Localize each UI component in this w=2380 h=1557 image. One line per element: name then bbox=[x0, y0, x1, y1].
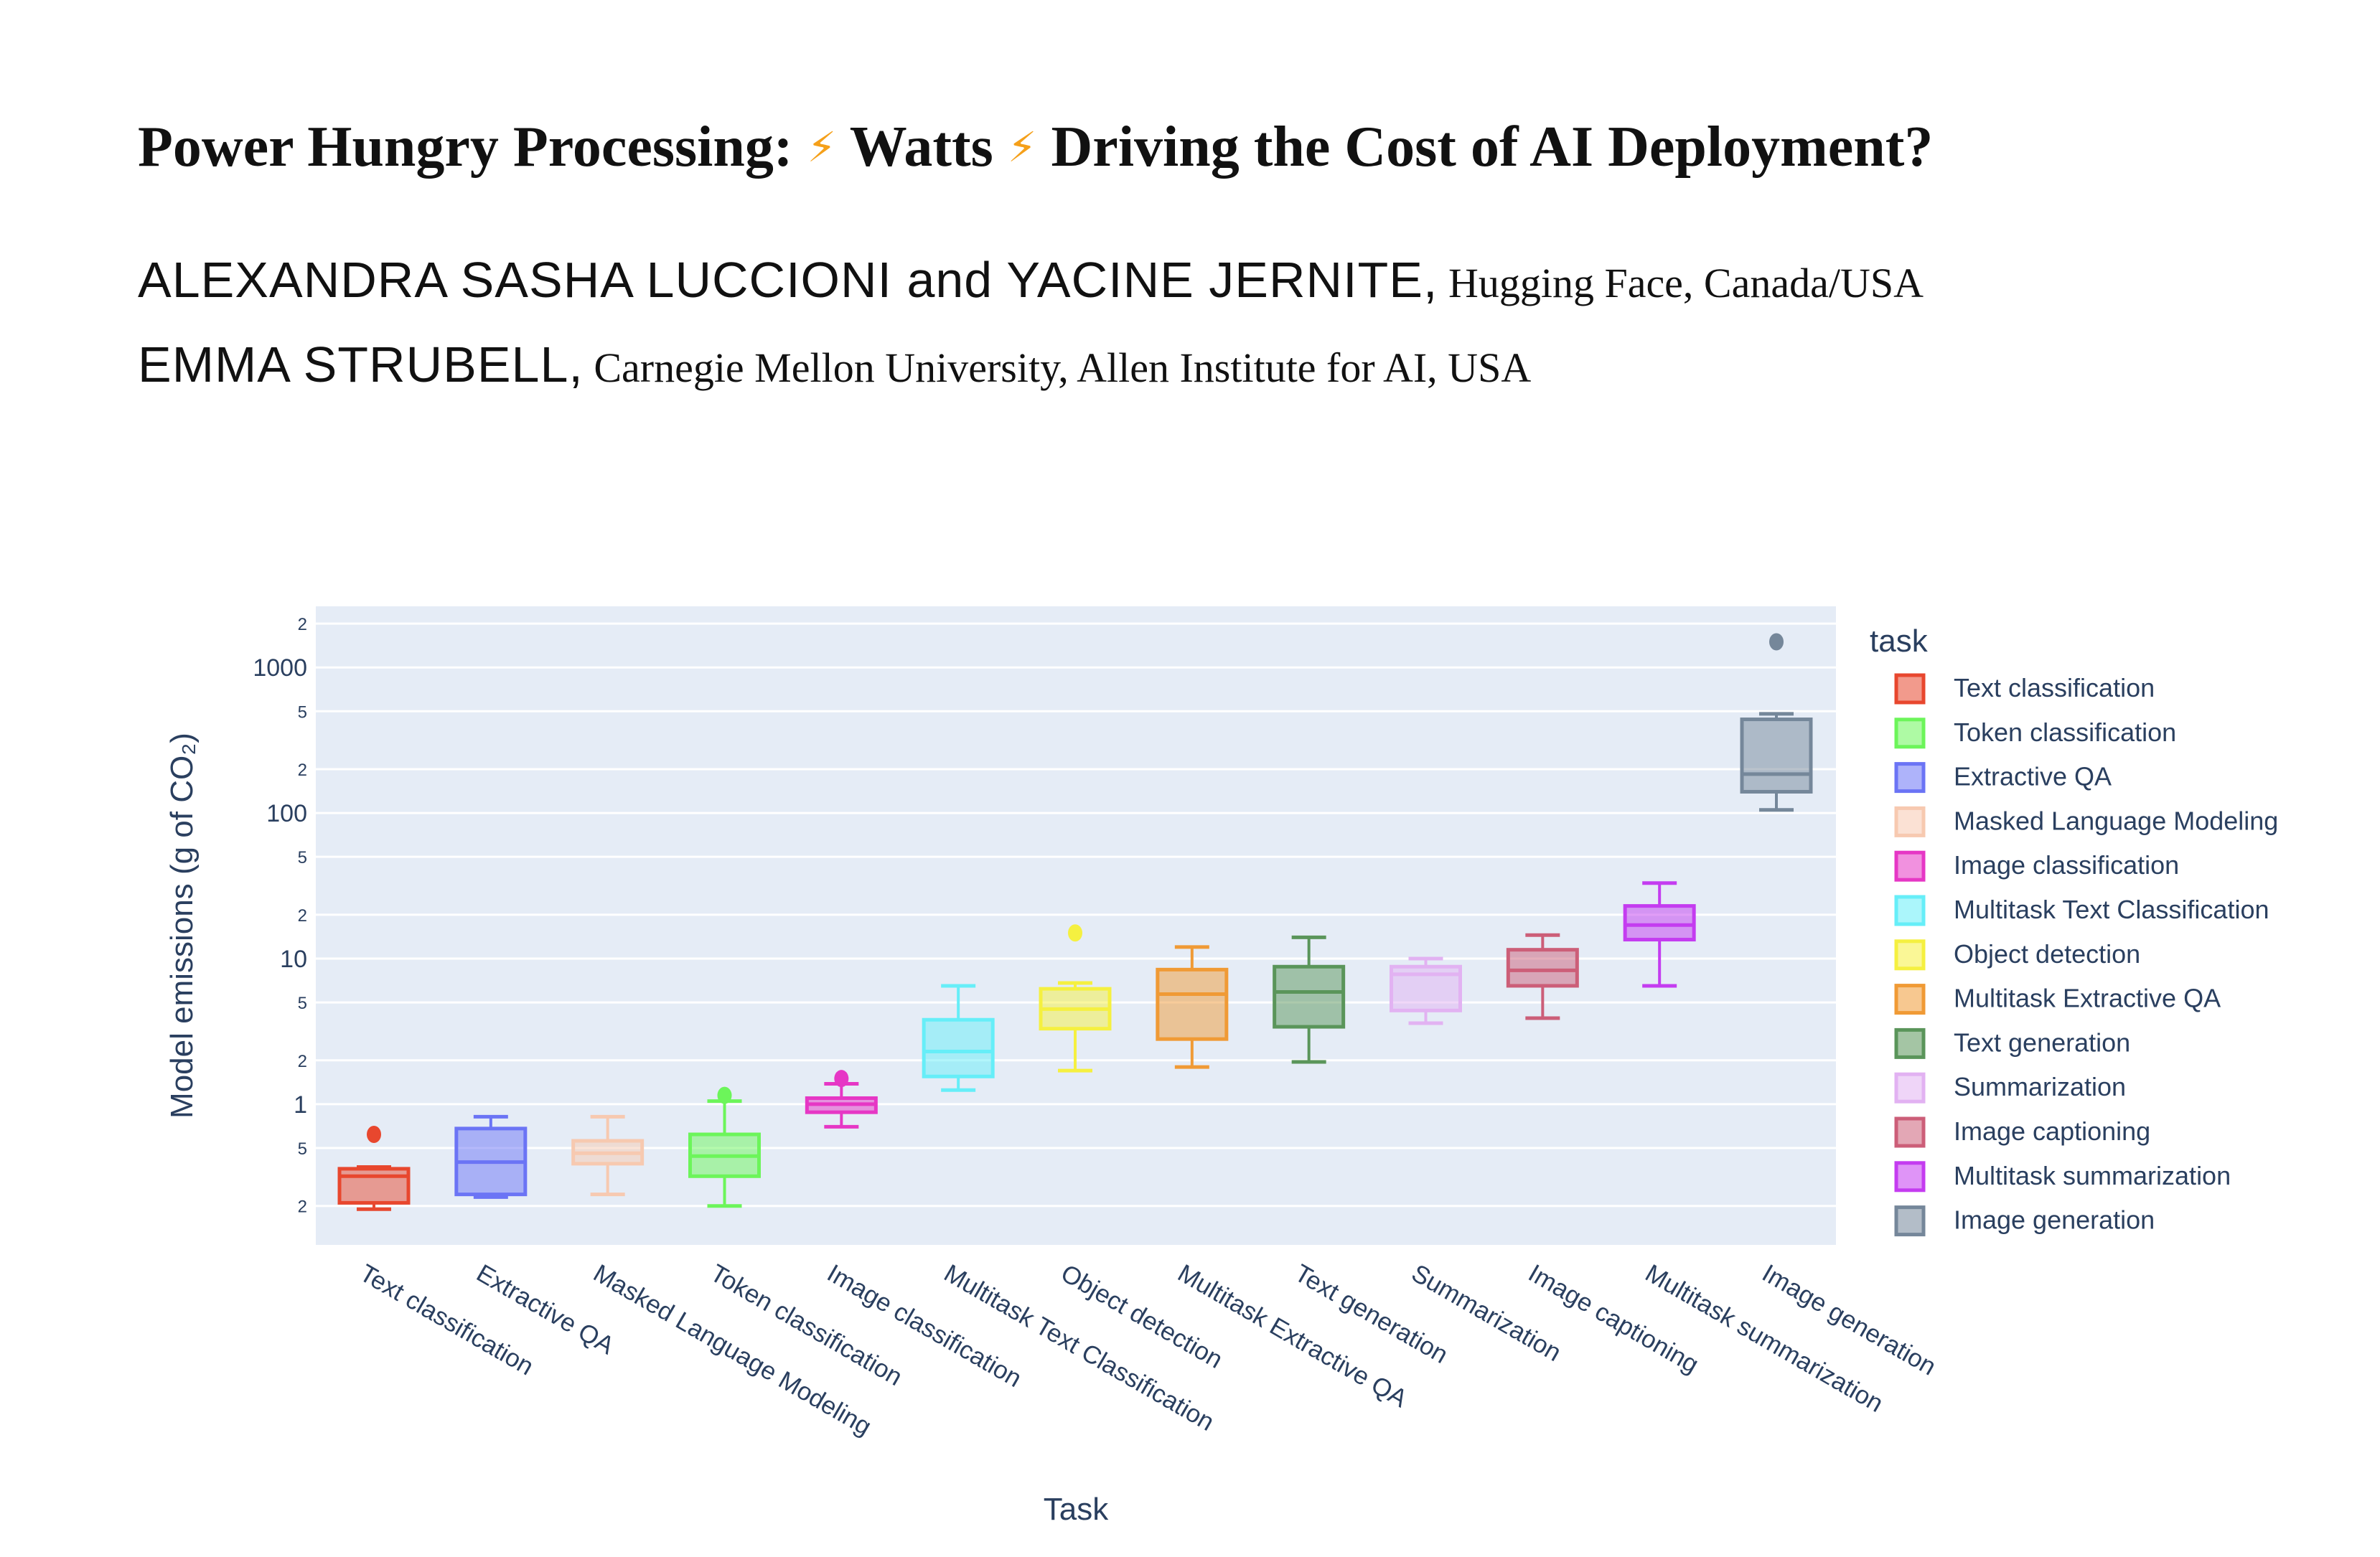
legend-item: Summarization bbox=[1954, 1072, 2126, 1101]
author-affiliation: Carnegie Mellon University, Allen Instit… bbox=[583, 344, 1532, 391]
box-iqr bbox=[337, 1167, 411, 1205]
legend-swatch bbox=[1894, 1027, 1926, 1059]
box-outlier bbox=[717, 1086, 732, 1104]
box-iqr bbox=[1273, 964, 1346, 1029]
legend-swatch bbox=[1894, 984, 1926, 1015]
legend-swatch bbox=[1894, 762, 1926, 794]
y-tick-label: 5 bbox=[298, 848, 307, 867]
legend-item: Multitask summarization bbox=[1954, 1161, 2231, 1190]
title-part-1: Power Hungry Processing: bbox=[138, 116, 807, 179]
box-iqr bbox=[1506, 948, 1579, 988]
box-outlier bbox=[1769, 633, 1784, 651]
legend-swatch bbox=[1894, 673, 1926, 705]
x-tick-label: Token classification bbox=[706, 1259, 907, 1392]
legend-swatch bbox=[1894, 1072, 1926, 1104]
box-iqr bbox=[1740, 718, 1813, 794]
author-line-2: EMMA STRUBELL, Carnegie Mellon Universit… bbox=[138, 336, 1531, 393]
author-names: EMMA STRUBELL, bbox=[138, 337, 584, 392]
legend-swatch bbox=[1894, 806, 1926, 837]
y-tick-label: 5 bbox=[298, 994, 307, 1013]
y-tick-label: 1 bbox=[294, 1091, 307, 1119]
x-axis-title: Task bbox=[1044, 1492, 1109, 1527]
author-affiliation: Hugging Face, Canada/USA bbox=[1438, 260, 1924, 306]
legend-item: Text classification bbox=[1954, 673, 2155, 702]
legend-item: Text generation bbox=[1954, 1027, 2130, 1057]
lightning-icon: ⚡ bbox=[807, 123, 837, 171]
box-iqr bbox=[1156, 967, 1229, 1041]
legend-swatch bbox=[1894, 1116, 1926, 1148]
legend-swatch bbox=[1894, 939, 1926, 971]
legend-item: Masked Language Modeling bbox=[1954, 806, 2278, 835]
legend-item: Image classification bbox=[1954, 850, 2179, 880]
y-tick-label: 2 bbox=[298, 906, 307, 926]
box-iqr bbox=[922, 1017, 995, 1078]
box-outlier bbox=[367, 1126, 381, 1144]
author-names: ALEXANDRA SASHA LUCCIONI and YACINE JERN… bbox=[138, 252, 1438, 308]
legend-swatch bbox=[1894, 850, 1926, 882]
legend-item: Image generation bbox=[1954, 1205, 2155, 1235]
legend-title: task bbox=[1870, 624, 1929, 659]
title-part-2: Watts bbox=[836, 116, 1008, 179]
title-part-3: Driving the Cost of AI Deployment? bbox=[1036, 116, 1934, 179]
box-outlier bbox=[1068, 924, 1082, 942]
legend-item: Extractive QA bbox=[1954, 762, 2112, 791]
legend-swatch bbox=[1894, 895, 1926, 926]
paper-title: Power Hungry Processing: ⚡ Watts ⚡ Drivi… bbox=[138, 115, 1933, 180]
y-tick-label: 10 bbox=[280, 946, 307, 973]
author-line-1: ALEXANDRA SASHA LUCCIONI and YACINE JERN… bbox=[138, 251, 1924, 309]
legend-item: Object detection bbox=[1954, 939, 2140, 969]
legend-swatch bbox=[1894, 1161, 1926, 1193]
x-tick-label: Image classification bbox=[823, 1259, 1026, 1393]
y-tick-label: 5 bbox=[298, 1139, 307, 1159]
y-tick-label: 2 bbox=[298, 1052, 307, 1071]
legend-item: Token classification bbox=[1954, 718, 2176, 747]
box-iqr bbox=[1623, 904, 1696, 942]
legend-swatch bbox=[1894, 718, 1926, 749]
y-tick-label: 2 bbox=[298, 1198, 307, 1217]
y-tick-label: 2 bbox=[298, 761, 307, 780]
box-outlier bbox=[834, 1070, 849, 1088]
y-tick-label: 5 bbox=[298, 702, 307, 722]
legend-swatch bbox=[1894, 1205, 1926, 1237]
legend-item: Multitask Text Classification bbox=[1954, 895, 2269, 924]
y-axis-title: Model emissions (g of CO₂) bbox=[164, 733, 200, 1119]
lightning-icon: ⚡ bbox=[1007, 123, 1037, 171]
legend-item: Image captioning bbox=[1954, 1116, 2150, 1146]
y-tick-label: 1000 bbox=[253, 654, 307, 682]
legend-item: Multitask Extractive QA bbox=[1954, 984, 2221, 1013]
y-tick-label: 100 bbox=[266, 800, 307, 827]
y-tick-label: 2 bbox=[298, 615, 307, 634]
